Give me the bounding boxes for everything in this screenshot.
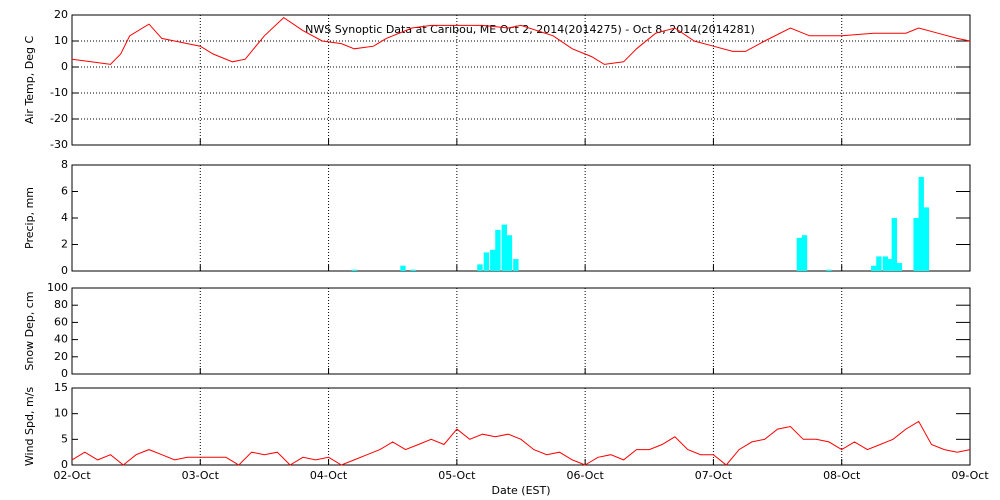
data-line	[71, 420, 971, 466]
y-tick-label: 2	[61, 238, 68, 251]
y-tick-label: 40	[54, 333, 68, 346]
y-tick-label: 5	[61, 432, 68, 445]
y-tick-label: 20	[54, 8, 68, 21]
y-axis-label: Wind Spd, m/s	[23, 387, 36, 467]
y-tick-label: 0	[61, 60, 68, 73]
y-tick-label: 60	[54, 315, 68, 328]
bar	[490, 249, 496, 271]
y-axis-label: Precip, mm	[23, 187, 36, 249]
bar	[876, 256, 882, 271]
bar	[483, 252, 490, 271]
x-tick-label: 07-Oct	[695, 469, 733, 482]
bar	[400, 265, 406, 271]
x-tick-label: 03-Oct	[182, 469, 220, 482]
x-tick-label: 09-Oct	[951, 469, 989, 482]
y-tick-label: -30	[50, 138, 68, 151]
bar	[506, 235, 513, 271]
bar	[923, 207, 930, 271]
bar	[891, 218, 897, 271]
y-axis-label: Air Temp, Deg C	[23, 36, 36, 125]
y-tick-label: 0	[61, 367, 68, 380]
bar	[477, 264, 483, 271]
plot-frame	[71, 14, 971, 146]
y-tick-label: -10	[50, 86, 68, 99]
y-tick-label: 6	[61, 185, 68, 198]
x-tick-label: 02-Oct	[53, 469, 91, 482]
bar	[410, 269, 416, 271]
x-axis-label: Date (EST)	[491, 484, 550, 497]
y-tick-label: 20	[54, 350, 68, 363]
y-tick-label: 0	[61, 264, 68, 277]
x-tick-label: 08-Oct	[823, 469, 861, 482]
bar	[913, 218, 919, 271]
y-axis-label: Snow Dep, cm	[23, 291, 36, 370]
y-tick-label: 80	[54, 298, 68, 311]
plot-frame	[71, 387, 971, 466]
bar	[796, 237, 803, 271]
bar	[886, 259, 892, 271]
plot-frame	[71, 164, 971, 272]
data-line	[71, 16, 971, 65]
y-tick-label: 8	[61, 158, 68, 171]
bar	[882, 256, 889, 271]
plot-frame	[71, 287, 971, 375]
bar	[918, 176, 924, 271]
x-tick-label: 06-Oct	[566, 469, 604, 482]
bar	[495, 229, 501, 271]
bar	[501, 224, 507, 271]
bar	[896, 263, 903, 271]
y-tick-label: 15	[54, 381, 68, 394]
x-tick-label: 04-Oct	[310, 469, 348, 482]
y-tick-label: 4	[61, 211, 68, 224]
y-tick-label: 10	[54, 407, 68, 420]
y-tick-label: -20	[50, 112, 68, 125]
chart-title: NWS Synoptic Data at Caribou, ME Oct 2, …	[305, 23, 755, 36]
y-tick-label: 10	[54, 34, 68, 47]
bar	[826, 269, 832, 271]
bar	[801, 235, 808, 271]
bar	[513, 259, 519, 271]
y-tick-label: 0	[61, 458, 68, 471]
bar	[871, 265, 877, 271]
bar	[351, 269, 357, 271]
x-tick-label: 05-Oct	[438, 469, 476, 482]
y-tick-label: 100	[47, 281, 68, 294]
